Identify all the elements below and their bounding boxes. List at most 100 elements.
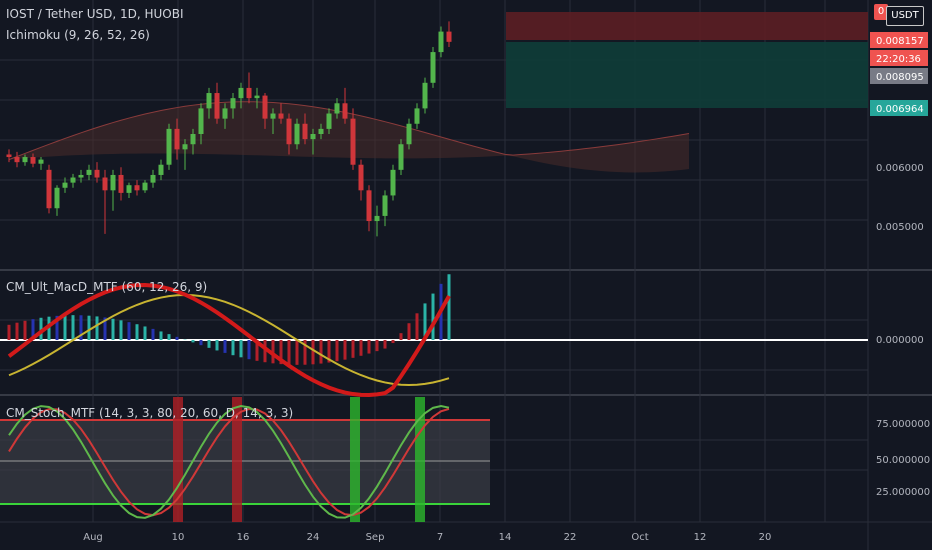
macd-histogram-bar [271,340,275,364]
symbol-title[interactable]: IOST / Tether USD, 1D, HUOBI [6,7,184,21]
ichimoku-legend[interactable]: Ichimoku (9, 26, 52, 26) [6,28,150,42]
macd-legend[interactable]: CM_Ult_MacD_MTF (60, 12, 26, 9) [6,280,208,294]
kumo [9,101,689,173]
macd-histogram-bar [375,340,379,352]
candle-body [22,157,28,163]
close-tag: 0 [874,4,888,20]
candle-body [270,113,276,119]
candle-body [118,174,124,193]
macd-histogram-bar [255,340,259,361]
candle-body [334,103,340,114]
candle-body [350,118,356,165]
macd-histogram-bar [175,336,179,340]
macd-histogram-bar [407,323,411,340]
stop-loss-zone[interactable] [506,12,868,40]
stoch-tick: 75.000000 [876,419,930,430]
stoch-d-line [8,407,450,517]
macd-histogram-bar [423,303,427,340]
stoch-signal-bar [173,397,183,522]
candle-body [134,185,140,191]
macd-histogram-bar [167,334,171,340]
macd-histogram-bar [247,340,251,360]
date-tick: Oct [631,532,648,543]
date-tick: Aug [83,532,103,543]
candle-body [318,128,324,134]
ichimoku-cloud [8,101,690,173]
candle-body [390,169,396,196]
macd-histogram-bar [311,340,315,365]
price-tag: 0.006964 [876,104,924,115]
candle-body [198,108,204,134]
stoch-signal-bar [350,397,360,522]
macd-line [7,283,451,397]
price-tag-bg [870,100,928,116]
candle-body [230,98,236,109]
candles[interactable] [6,21,452,237]
stoch-signal-bar [232,397,242,522]
macd-signal-line [8,293,450,387]
date-tick: 16 [237,532,250,543]
take-profit-zone[interactable] [506,42,868,108]
candle-body [254,95,260,99]
macd-histogram-bar [103,317,107,340]
macd-histogram-bar [295,340,299,365]
macd-histogram-bar [367,340,371,354]
price-tick: 0.006000 [876,163,924,174]
date-tick: 14 [499,532,512,543]
candle-body [438,31,444,53]
price-tag-bg [870,32,928,48]
date-tick: 7 [437,532,443,543]
price-tick: 0.005000 [876,222,924,233]
macd-tick: 0.000000 [876,335,924,346]
candle-body [262,95,268,119]
candle-body [78,174,84,178]
candle-body [166,128,172,165]
candle-body [62,182,68,188]
candle-body [150,174,156,183]
candle-body [14,157,20,163]
price-tag-bg [870,50,928,66]
candle-body [126,185,132,193]
price-tag: 0.008095 [876,72,924,83]
candle-body [358,164,364,191]
candle-body [30,157,36,164]
macd-histogram-bar [327,340,331,363]
candle-body [374,215,380,222]
macd-histogram-bar [223,340,227,353]
candle-body [110,174,116,191]
candle-body [94,169,100,178]
macd-histogram-bar [415,313,419,340]
macd-histogram-bar [343,340,347,360]
stoch-tick: 25.000000 [876,487,930,498]
currency-button[interactable]: USDT [886,6,924,26]
candle-body [406,123,412,145]
candle-body [214,93,220,119]
macd-histogram-bar [335,340,339,362]
candle-body [246,87,252,99]
candle-body [6,154,12,158]
candle-body [286,118,292,145]
candle-body [54,187,60,209]
candle-body [190,134,196,145]
candle-body [302,123,308,140]
stoch-legend[interactable]: CM_Stoch_MTF (14, 3, 3, 80, 20, 60, D, 1… [6,406,294,420]
candle-body [46,169,52,209]
macd-histogram-bar [447,274,451,340]
macd-histogram-bar [23,320,27,340]
macd-histogram-bar [231,340,235,356]
macd-histogram-bar [199,340,203,346]
macd-histogram-bar [287,340,291,365]
macd-histogram-bar [135,324,139,340]
macd-histogram-bar [351,340,355,358]
macd-histogram-bar [303,340,307,365]
senkou-b-line [8,101,690,161]
macd-histogram-bar [159,331,163,340]
candle-body [70,177,76,183]
macd-histogram-bar [143,326,147,340]
date-tick: 20 [759,532,772,543]
macd-histogram-bar [431,293,435,340]
date-tick: 12 [694,532,707,543]
position-boxes[interactable] [506,12,868,108]
